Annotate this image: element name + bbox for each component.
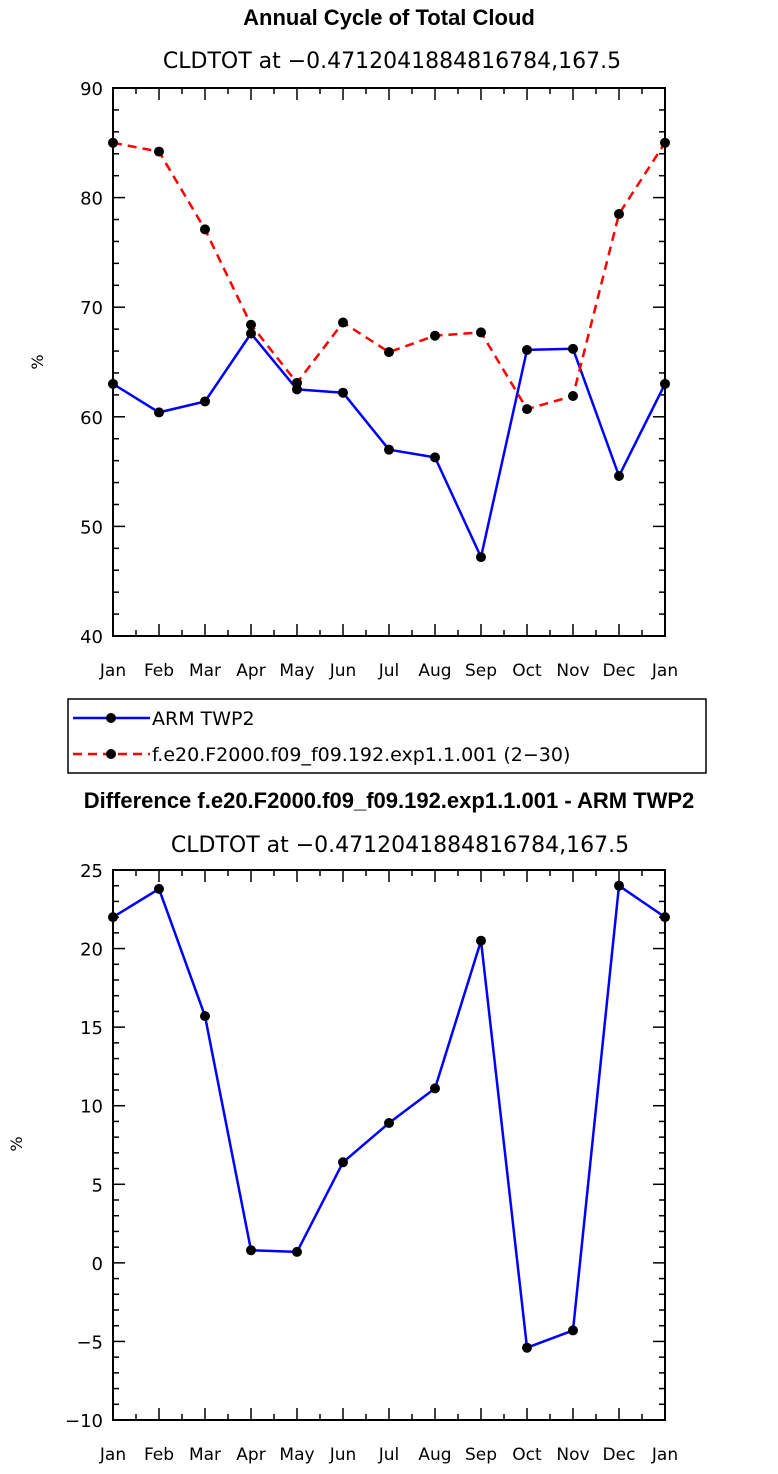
- p2-xtick-label: Mar: [189, 1445, 221, 1465]
- p1-series-0-point: [246, 328, 256, 339]
- p1-xtick-label: Jun: [329, 661, 357, 681]
- legend-marker-model: [106, 749, 116, 759]
- p1-series-1-point: [660, 137, 670, 148]
- p2-plot-frame: [112, 869, 666, 1421]
- p2-series-0-point: [476, 935, 486, 946]
- p2-series-0-point: [154, 883, 164, 894]
- p2-series-0-point: [292, 1246, 302, 1257]
- p2-xtick-label: Dec: [603, 1445, 636, 1465]
- p1-xtick-label: Jan: [651, 661, 678, 681]
- p1-series-1-point: [614, 209, 624, 220]
- p2-series-line-0: [112, 884, 666, 1349]
- p1-xtick-label: Apr: [236, 661, 265, 681]
- p2-series-0-point: [522, 1342, 532, 1353]
- p1-series-0-point: [108, 378, 118, 389]
- p1-series-1-point: [430, 330, 440, 341]
- p2-ytick-label: 0: [92, 1254, 103, 1275]
- p1-series-0-point: [614, 470, 624, 481]
- p2-series-0-point: [338, 1157, 348, 1168]
- p2-xtick-label: Aug: [418, 1445, 451, 1465]
- p1-ytick-label: 80: [80, 189, 103, 210]
- p2-series-0-point: [614, 880, 624, 891]
- p1-xtick-label: Oct: [512, 661, 542, 681]
- chart-subtitle-2: CLDTOT at −0.4712041884816784,167.5: [171, 833, 629, 858]
- chart-subtitle-1: CLDTOT at −0.4712041884816784,167.5: [163, 49, 621, 74]
- p2-xtick-label: Feb: [144, 1445, 174, 1465]
- p2-ytick-label: 10: [80, 1097, 103, 1118]
- p2-xtick-label: Apr: [236, 1445, 265, 1465]
- chart-title-2: Difference f.e20.F2000.f09_f09.192.exp1.…: [84, 788, 695, 813]
- p1-ytick-label: 70: [80, 298, 103, 319]
- p1-series-1-point: [200, 224, 210, 235]
- p1-series-0-point: [568, 343, 578, 354]
- p1-series-0-point: [660, 378, 670, 389]
- ylabel-1: %: [28, 354, 47, 369]
- chart-title-1: Annual Cycle of Total Cloud: [243, 5, 535, 30]
- legend-box: [67, 698, 707, 774]
- p2-ytick-label: 5: [92, 1175, 103, 1196]
- p1-xtick-label: Feb: [144, 661, 174, 681]
- p1-ytick-label: 90: [80, 79, 103, 100]
- p2-series-0-point: [430, 1083, 440, 1094]
- p1-series-1-point: [522, 404, 532, 415]
- p2-series-0-point: [384, 1118, 394, 1128]
- p2-ytick-label: 25: [80, 861, 103, 882]
- p2-ytick-label: −10: [65, 1411, 103, 1432]
- p2-xtick-label: Jan: [651, 1445, 678, 1465]
- p1-series-1-point: [476, 327, 486, 338]
- p2-xtick-label: Nov: [556, 1445, 589, 1465]
- p2-series-0-point: [108, 912, 118, 923]
- p1-series-0-point: [476, 552, 486, 563]
- p2-ytick-label: −5: [76, 1332, 103, 1353]
- p1-ytick-label: 40: [80, 627, 103, 648]
- p1-series-1-point: [568, 390, 578, 401]
- p1-xtick-label: Aug: [418, 661, 451, 681]
- p1-series-line-1: [112, 141, 667, 411]
- p1-series-1-point: [108, 137, 118, 148]
- p1-series-0-point: [200, 396, 210, 407]
- ylabel-2: %: [7, 1136, 26, 1151]
- p1-series-0-point: [338, 387, 348, 398]
- p2-ytick-label: 15: [80, 1018, 103, 1039]
- p1-series-0-point: [154, 407, 164, 418]
- annual-cycle-panel: Annual Cycle of Total Cloud CLDTOT at −0…: [28, 5, 678, 681]
- legend-marker-arm: [106, 713, 116, 723]
- legend-label-arm: ARM TWP2: [152, 708, 255, 730]
- p1-xtick-label: May: [279, 661, 314, 681]
- difference-panel: Difference f.e20.F2000.f09_f09.192.exp1.…: [7, 788, 694, 1465]
- p1-series-1-point: [154, 146, 164, 157]
- p1-series-0-point: [430, 452, 440, 463]
- p1-series-0-point: [522, 344, 532, 355]
- p2-xtick-label: Sep: [465, 1445, 497, 1465]
- p1-series-1-point: [246, 319, 256, 330]
- p1-series-1-point: [384, 347, 394, 358]
- p1-series-0-point: [384, 444, 394, 455]
- p1-xtick-label: Mar: [189, 661, 221, 681]
- p2-series-0-point: [660, 912, 670, 923]
- p1-xtick-label: Sep: [465, 661, 497, 681]
- p1-series-1-point: [292, 377, 302, 388]
- p1-ytick-label: 50: [80, 517, 103, 538]
- p2-ytick-label: 20: [80, 940, 103, 961]
- p1-xtick-label: Dec: [603, 661, 636, 681]
- p1-xtick-label: Nov: [556, 661, 589, 681]
- p2-xtick-label: Jan: [99, 1445, 126, 1465]
- p2-xtick-label: May: [279, 1445, 314, 1465]
- legend-label-model: f.e20.F2000.f09_f09.192.exp1.1.001 (2−30…: [152, 744, 570, 766]
- p1-ytick-label: 60: [80, 408, 103, 429]
- p1-plot-frame: [112, 87, 666, 637]
- p1-xtick-label: Jul: [378, 661, 400, 681]
- p2-xtick-label: Jul: [378, 1445, 400, 1465]
- p2-xtick-label: Oct: [512, 1445, 542, 1465]
- p2-series-0-point: [200, 1011, 210, 1022]
- p2-series-0-point: [246, 1245, 256, 1256]
- p1-series-1-point: [338, 317, 348, 328]
- legend: ARM TWP2 f.e20.F2000.f09_f09.192.exp1.1.…: [67, 698, 707, 774]
- p1-xtick-label: Jan: [99, 661, 126, 681]
- p2-series-0-point: [568, 1325, 578, 1336]
- p2-xtick-label: Jun: [329, 1445, 357, 1465]
